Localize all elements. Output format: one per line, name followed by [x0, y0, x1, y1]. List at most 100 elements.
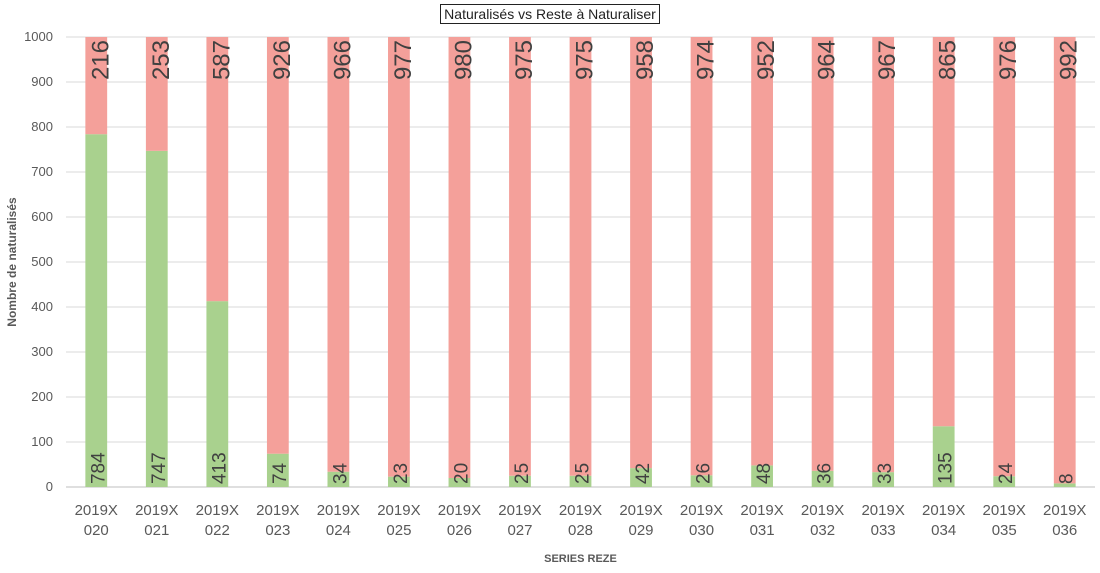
bar-segment-lower [327, 471, 350, 487]
data-label-upper: 977 [390, 40, 417, 80]
data-label-upper: 216 [87, 40, 114, 80]
x-tick-label: 034 [931, 522, 956, 539]
x-tick-label: 2019X [801, 502, 844, 519]
bar-segment-lower [932, 426, 955, 487]
data-label-lower: 413 [209, 452, 230, 484]
x-tick-label: 024 [326, 522, 351, 539]
x-tick-label: 035 [992, 522, 1017, 539]
x-tick-label: 025 [386, 522, 411, 539]
data-label-lower: 36 [815, 463, 836, 484]
x-tick-label: 020 [84, 522, 109, 539]
data-label-upper: 253 [148, 40, 175, 80]
data-label-lower: 48 [754, 463, 775, 484]
bar-segment-lower [872, 472, 895, 487]
data-label-lower: 20 [451, 463, 472, 484]
bar-segment-upper [993, 37, 1016, 477]
x-tick-label: 2019X [619, 502, 662, 519]
y-tick-label: 400 [31, 299, 53, 314]
data-label-lower: 42 [633, 463, 654, 484]
chart-title-box: Naturalisés vs Reste à Naturaliser [0, 4, 1100, 24]
data-label-lower: 747 [149, 452, 170, 484]
y-axis-title: Nombre de naturalisés [5, 197, 19, 327]
data-label-lower: 8 [1057, 473, 1078, 484]
x-tick-label: 2019X [498, 502, 541, 519]
data-label-upper: 587 [208, 40, 235, 80]
x-tick-label: 2019X [196, 502, 239, 519]
x-tick-label: 033 [871, 522, 896, 539]
x-tick-label: 026 [447, 522, 472, 539]
x-tick-label: 2019X [740, 502, 783, 519]
data-label-upper: 865 [935, 40, 962, 80]
data-label-upper: 976 [995, 40, 1022, 80]
y-tick-label: 500 [31, 254, 53, 269]
y-tick-label: 0 [46, 479, 53, 494]
y-tick-label: 300 [31, 344, 53, 359]
bar-segment-upper [145, 37, 168, 151]
data-label-lower: 34 [330, 462, 351, 484]
chart-title: Naturalisés vs Reste à Naturaliser [440, 4, 660, 24]
data-label-lower: 23 [391, 463, 412, 484]
data-label-lower: 25 [573, 463, 594, 484]
data-label-lower: 74 [270, 462, 291, 484]
bar-segment-upper [448, 37, 471, 478]
x-axis-title: SERIES REZE [544, 553, 617, 565]
bar-segment-upper [872, 37, 895, 473]
bar-segment-lower [388, 476, 410, 487]
data-label-upper: 967 [874, 40, 901, 80]
x-tick-label: 023 [265, 522, 290, 539]
x-tick-label: 022 [205, 522, 230, 539]
y-tick-label: 200 [31, 389, 53, 404]
x-tick-label: 029 [629, 522, 654, 539]
y-tick-label: 800 [31, 119, 53, 134]
data-label-lower: 26 [694, 463, 715, 484]
bar-segment-upper [388, 37, 410, 477]
bar-segment-lower [448, 478, 471, 487]
x-tick-label: 2019X [983, 502, 1026, 519]
x-tick-label: 2019X [861, 502, 904, 519]
x-tick-label: 2019X [680, 502, 723, 519]
data-label-lower: 25 [512, 463, 533, 484]
bar-segment-upper [206, 37, 229, 302]
bar-segment-upper [932, 37, 955, 427]
y-tick-label: 600 [31, 209, 53, 224]
data-label-upper: 992 [1056, 40, 1083, 80]
data-label-lower: 784 [88, 452, 109, 484]
bar-segment-lower [751, 465, 773, 487]
data-label-lower: 33 [875, 463, 896, 484]
x-tick-label: 032 [810, 522, 835, 539]
x-tick-label: 2019X [922, 502, 965, 519]
bar-segment-lower [993, 476, 1016, 487]
data-label-upper: 974 [693, 40, 720, 80]
data-label-upper: 975 [511, 40, 538, 80]
bar-segment-lower [1053, 483, 1076, 487]
x-tick-label: 2019X [135, 502, 178, 519]
x-tick-label: 2019X [1043, 502, 1086, 519]
data-label-upper: 975 [572, 40, 599, 80]
y-tick-label: 700 [31, 164, 53, 179]
x-tick-label: 2019X [559, 502, 602, 519]
data-label-upper: 964 [814, 40, 841, 80]
x-tick-label: 036 [1052, 522, 1077, 539]
x-tick-label: 2019X [317, 502, 360, 519]
data-label-upper: 966 [329, 40, 356, 80]
bar-segment-lower [630, 468, 652, 487]
bar-segment-upper [751, 37, 773, 466]
bar-segment-upper [266, 37, 289, 454]
data-label-lower: 24 [996, 462, 1017, 484]
bar-segment-lower [811, 470, 834, 487]
x-tick-label: 2019X [75, 502, 118, 519]
bar-segment-upper [327, 37, 350, 472]
x-tick-label: 028 [568, 522, 593, 539]
y-tick-label: 1000 [24, 29, 53, 44]
data-label-upper: 952 [753, 40, 780, 80]
data-label-upper: 980 [450, 40, 477, 80]
data-label-upper: 958 [632, 40, 659, 80]
bar-segment-lower [206, 301, 229, 487]
bar-segment-upper [569, 37, 592, 476]
bar-segment-upper [1053, 37, 1076, 484]
x-tick-label: 2019X [256, 502, 299, 519]
x-tick-label: 031 [750, 522, 775, 539]
x-tick-label: 2019X [377, 502, 420, 519]
